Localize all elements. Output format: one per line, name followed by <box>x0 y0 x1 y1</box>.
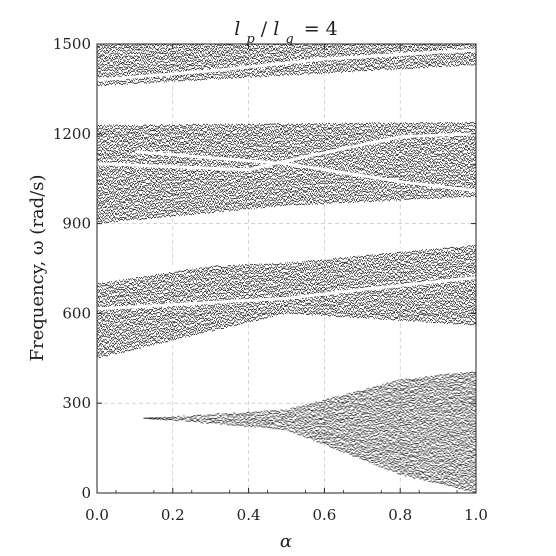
x-tick-label: 0.4 <box>237 506 261 524</box>
x-tick-label: 0.8 <box>388 506 412 524</box>
x-tick-label: 0.6 <box>312 506 336 524</box>
y-tick-label: 300 <box>62 394 91 412</box>
band-gap-line <box>115 241 477 279</box>
plot-frame <box>96 43 477 494</box>
y-tick-label: 600 <box>62 304 91 322</box>
band-gap-line <box>134 150 477 193</box>
chart-title: l p / l q = 4 <box>234 18 338 47</box>
ticks: 0.0 0.2 0.4 0.6 0.8 1.0 0 300 600 900 1200 1500 <box>53 35 488 524</box>
x-tick-label: 0.2 <box>161 506 185 524</box>
spectrum-points <box>97 43 477 493</box>
x-tick-label: 1.0 <box>464 506 488 524</box>
band-gap-line <box>96 132 477 172</box>
y-tick-label: 0 <box>81 484 91 502</box>
x-axis-title: α <box>280 531 292 552</box>
y-tick-label: 900 <box>62 215 91 233</box>
x-tick-label: 0.0 <box>85 506 109 524</box>
y-tick-label: 1200 <box>53 125 91 143</box>
points-cloud <box>96 43 477 493</box>
y-axis-title: Frequency, ω (rad/s) <box>27 174 48 361</box>
band-gap-line <box>96 276 477 311</box>
band-gap-line <box>96 48 477 82</box>
y-tick-label: 1500 <box>53 35 91 53</box>
